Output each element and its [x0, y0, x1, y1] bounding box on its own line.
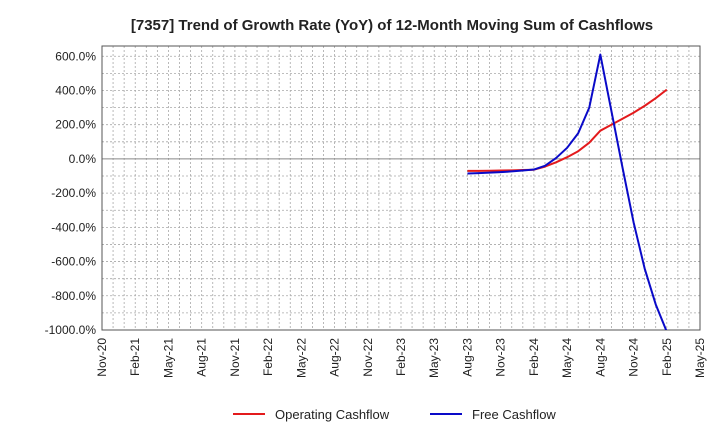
x-tick-label: Nov-24 [627, 338, 641, 377]
axis-layer: 600.0% 400.0% 200.0% 0.0% -200.0% -400.0% -600… [45, 45, 707, 378]
x-tick-label: Aug-23 [460, 338, 474, 377]
y-tick-label: 200.0% [55, 118, 96, 132]
x-tick-label: Nov-22 [361, 338, 375, 377]
series-line-operating-cashflow [467, 88, 668, 172]
x-tick-label: Feb-25 [660, 338, 674, 376]
x-tick-label: Aug-22 [328, 338, 342, 377]
series-line-free-cashflow [467, 53, 668, 330]
y-tick-label: -600.0% [51, 255, 96, 269]
x-tick-label: May-24 [560, 338, 574, 378]
x-tick-label: Feb-22 [261, 338, 275, 376]
x-tick-label: May-21 [161, 338, 175, 378]
chart-title: [7357] Trend of Growth Rate (YoY) of 12-… [131, 17, 653, 34]
grid-layer [101, 46, 701, 331]
legend-label-free-cashflow: Free Cashflow [472, 407, 556, 422]
series-layer [467, 53, 668, 330]
x-tick-label: Feb-24 [527, 338, 541, 376]
plot-frame [101, 45, 701, 331]
x-tick-label: Nov-20 [95, 338, 109, 377]
x-tick-label: Nov-21 [228, 338, 242, 377]
x-tick-label: May-25 [693, 338, 707, 378]
x-tick-label: May-23 [427, 338, 441, 378]
y-tick-label: -1000.0% [45, 323, 97, 337]
x-tick-label: May-22 [294, 338, 308, 378]
y-tick-label: -800.0% [51, 289, 96, 303]
y-tick-label: 0.0% [69, 152, 97, 166]
x-tick-label: Feb-23 [394, 338, 408, 376]
x-tick-label: Feb-21 [128, 338, 142, 376]
y-tick-label: 400.0% [55, 83, 96, 97]
legend: Operating Cashflow Free Cashflow [233, 407, 556, 422]
y-tick-label: -400.0% [51, 220, 96, 234]
legend-label-operating-cashflow: Operating Cashflow [275, 407, 390, 422]
x-tick-label: Nov-23 [494, 338, 508, 377]
y-tick-label: 600.0% [55, 49, 96, 63]
x-tick-label: Aug-21 [195, 338, 209, 377]
x-tick-label: Aug-24 [593, 338, 607, 377]
y-tick-label: -200.0% [51, 186, 96, 200]
